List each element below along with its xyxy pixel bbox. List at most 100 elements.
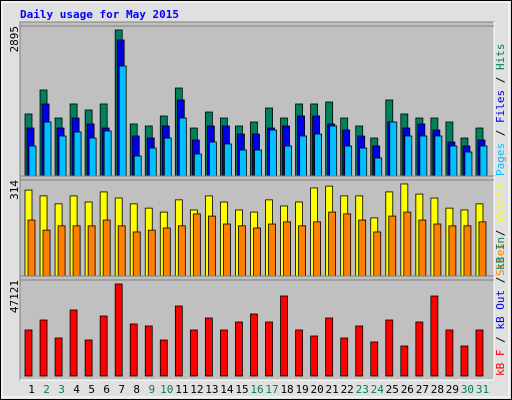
bar xyxy=(268,223,276,277)
bar xyxy=(445,329,454,377)
bar xyxy=(373,231,382,277)
legend: kB F / kB Out / kB In xyxy=(494,237,507,376)
bar xyxy=(478,221,487,277)
bar xyxy=(174,305,183,377)
bar xyxy=(253,227,261,277)
bar xyxy=(403,211,412,277)
x-tick-label: 31 xyxy=(476,383,489,396)
bar xyxy=(265,321,273,377)
x-tick-label: 20 xyxy=(311,383,324,396)
legend-item: kB In xyxy=(494,237,507,270)
bar xyxy=(58,135,67,177)
bar xyxy=(133,155,142,177)
bar xyxy=(479,145,488,177)
bar xyxy=(192,213,201,277)
bar xyxy=(129,323,138,377)
x-tick-label: 21 xyxy=(326,383,339,396)
bar xyxy=(54,337,63,377)
bar xyxy=(328,211,337,277)
bar xyxy=(144,325,153,377)
bar xyxy=(358,219,367,277)
y-tick-label: 47121 xyxy=(8,280,21,313)
bar xyxy=(87,225,96,277)
bar xyxy=(254,149,262,177)
x-tick-label: 16 xyxy=(250,383,263,396)
y-tick-label: 2895 xyxy=(8,26,21,53)
bar xyxy=(314,133,323,177)
bar xyxy=(162,227,171,277)
legend-item: Sites xyxy=(494,243,507,276)
bar xyxy=(464,151,473,177)
bar xyxy=(84,339,93,377)
x-tick-label: 11 xyxy=(175,383,188,396)
bar xyxy=(189,329,198,377)
bar xyxy=(42,229,51,277)
legend-item: kB F xyxy=(494,350,507,377)
x-tick-label: 9 xyxy=(148,383,155,396)
bar xyxy=(388,215,397,277)
legend-item: Hits xyxy=(494,44,507,71)
bar xyxy=(163,137,172,177)
y-tick-label: 314 xyxy=(8,180,21,200)
bar xyxy=(370,341,379,377)
bar xyxy=(340,337,349,377)
bar xyxy=(298,225,306,277)
bar xyxy=(385,319,394,377)
x-tick-label: 12 xyxy=(190,383,203,396)
bar xyxy=(57,225,66,277)
bar xyxy=(24,329,33,377)
bar xyxy=(88,137,97,177)
bar xyxy=(448,225,457,277)
x-tick-label: 17 xyxy=(265,383,278,396)
bar xyxy=(27,219,36,277)
bar xyxy=(415,321,424,377)
x-tick-label: 6 xyxy=(103,383,110,396)
x-tick-label: 14 xyxy=(220,383,234,396)
legend-separator: / xyxy=(494,270,507,290)
bar xyxy=(374,157,383,177)
bar xyxy=(449,145,458,177)
bar xyxy=(39,319,48,377)
bar xyxy=(28,145,37,177)
bar xyxy=(132,231,141,277)
x-tick-label: 28 xyxy=(431,383,444,396)
bar xyxy=(72,225,81,277)
x-tick-label: 7 xyxy=(118,383,125,396)
bar xyxy=(430,295,439,377)
x-tick-label: 29 xyxy=(446,383,459,396)
bar xyxy=(118,65,127,177)
x-tick-label: 10 xyxy=(160,383,173,396)
x-tick-label: 5 xyxy=(88,383,95,396)
legend-separator: / xyxy=(494,123,507,143)
bar xyxy=(329,125,338,177)
legend-separator: / xyxy=(494,223,507,243)
bar xyxy=(343,213,352,277)
bar xyxy=(463,225,472,277)
bar xyxy=(280,295,288,377)
x-tick-label: 3 xyxy=(58,383,65,396)
bar xyxy=(207,215,216,277)
bar xyxy=(147,229,156,277)
x-tick-label: 1 xyxy=(28,383,35,396)
bar xyxy=(355,325,364,377)
bar xyxy=(148,147,157,177)
x-tick-label: 25 xyxy=(386,383,399,396)
bar xyxy=(204,317,213,377)
legend-item: Pages xyxy=(494,143,507,176)
bar xyxy=(250,313,258,377)
bar xyxy=(224,143,232,177)
bar xyxy=(220,329,228,377)
bar xyxy=(239,149,247,177)
bar xyxy=(283,221,291,277)
bar xyxy=(269,129,277,177)
bar xyxy=(475,329,484,377)
bar xyxy=(159,339,168,377)
x-tick-label: 22 xyxy=(341,383,354,396)
bar xyxy=(434,135,443,177)
x-tick-label: 26 xyxy=(401,383,414,396)
x-tick-label: 15 xyxy=(235,383,248,396)
legend-item: Visits xyxy=(494,183,507,223)
bar xyxy=(99,315,108,377)
